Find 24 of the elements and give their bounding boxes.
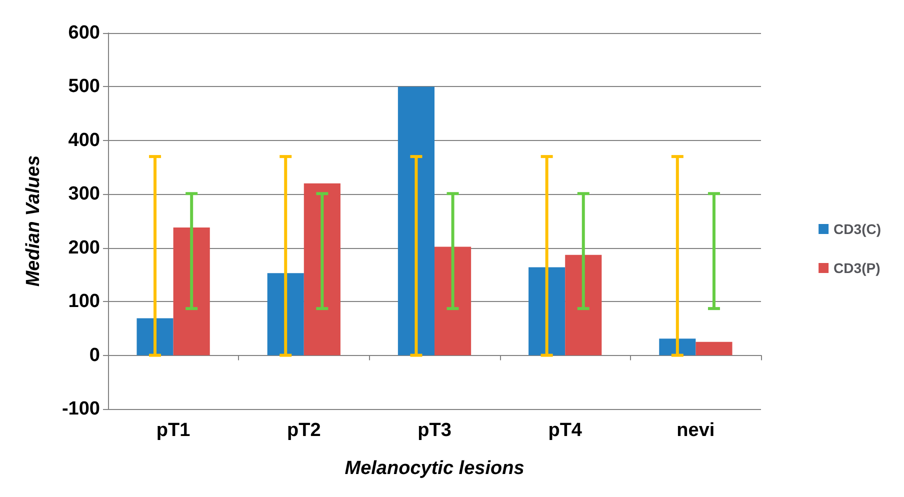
bar (528, 267, 566, 356)
y-tick-label: -100 (62, 398, 100, 420)
legend-label: CD3(C) (834, 221, 882, 237)
y-axis-title: Median Values (23, 155, 44, 287)
bar (304, 183, 340, 356)
y-tick-label: 0 (89, 344, 100, 366)
x-tick-label: pT3 (418, 420, 452, 441)
bar (696, 342, 732, 356)
x-tick-label: pT4 (548, 420, 582, 441)
y-tick-label: 200 (68, 237, 100, 258)
x-tick-label: pT2 (287, 420, 321, 441)
x-tick-label: pT1 (156, 420, 191, 441)
legend-label: CD3(P) (834, 260, 880, 276)
bar (565, 254, 602, 356)
bar (398, 86, 434, 356)
x-tick-label: nevi (676, 420, 715, 441)
bar (434, 246, 472, 356)
y-tick-label: 500 (68, 76, 100, 98)
y-tick-label: 100 (68, 291, 100, 312)
y-tick-label: 400 (68, 130, 100, 151)
y-tick-label: 600 (68, 22, 100, 44)
y-tick-label: 300 (68, 184, 100, 205)
bar (173, 227, 210, 356)
x-axis-title: Melanocytic lesions (344, 458, 524, 479)
